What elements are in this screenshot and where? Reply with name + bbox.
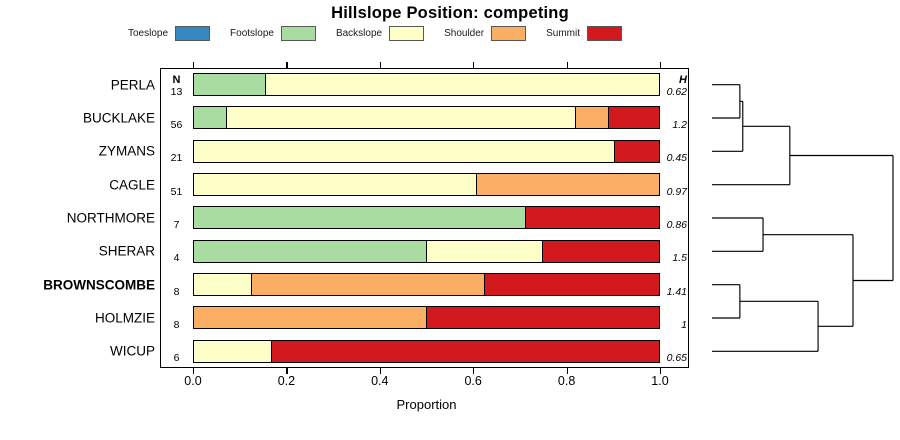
bar-segment-backslope	[194, 340, 272, 362]
bar-row-northmore	[193, 206, 660, 230]
x-tick-label: 0.2	[277, 374, 296, 388]
x-tick-top	[193, 62, 195, 68]
shoulder-swatch	[491, 26, 527, 41]
bar-row-bucklake	[193, 106, 660, 130]
legend-label: Shoulder	[444, 28, 485, 39]
h-value: 0.97	[666, 185, 687, 198]
bar-row-perla	[193, 73, 660, 96]
n-value: 56	[170, 118, 183, 131]
x-tick-label: 0.4	[371, 374, 389, 388]
bar-segment-summit	[484, 273, 659, 295]
bar-row-wicup	[193, 339, 660, 363]
x-tick-top	[286, 62, 288, 68]
n-value: 21	[170, 152, 183, 165]
n-value: 4	[173, 252, 180, 265]
footslope-swatch	[280, 26, 316, 41]
h-column-header: H	[679, 74, 687, 86]
n-value: 6	[173, 352, 180, 365]
summit-swatch	[587, 26, 623, 41]
legend-entry: Toeslope	[128, 26, 211, 41]
legend-label: Footslope	[230, 28, 274, 39]
legend-entry: Summit	[546, 26, 623, 41]
h-value: 0.62	[666, 85, 687, 98]
bar-segment-summit	[542, 240, 659, 262]
x-tick-bottom	[286, 368, 288, 374]
bar-segment-shoulder	[476, 173, 659, 195]
legend-entry: Footslope	[230, 26, 316, 41]
bar-segment-summit	[526, 207, 659, 229]
n-value: 13	[170, 85, 183, 98]
legend-label: Summit	[546, 28, 581, 39]
bar-segment-summit	[614, 140, 659, 162]
legend-entry: Shoulder	[444, 26, 527, 41]
bar-row-brownscombe	[193, 272, 660, 296]
bar-segment-backslope	[227, 107, 576, 129]
x-tick-bottom	[193, 368, 195, 374]
x-tick-top	[566, 62, 568, 68]
h-value: 1.2	[672, 118, 687, 131]
bar-segment-summit	[271, 340, 659, 362]
bar-segment-footslope	[194, 107, 227, 129]
bar-segment-footslope	[194, 240, 427, 262]
x-axis-title: Proportion	[396, 397, 457, 412]
h-value: 1.5	[672, 252, 687, 265]
toeslope-swatch	[175, 26, 211, 41]
category-label-holmzie: HOLMZIE	[94, 310, 155, 326]
n-value: 8	[173, 285, 180, 298]
category-label-zymans: ZYMANS	[98, 143, 155, 159]
backslope-swatch	[389, 26, 425, 41]
n-value: 51	[170, 185, 183, 198]
category-label-brownscombe: BROWNSCOMBE	[43, 277, 155, 293]
x-tick-top	[473, 62, 475, 68]
h-value: 1.41	[666, 285, 687, 298]
x-tick-top	[379, 62, 381, 68]
bar-row-zymans	[193, 139, 660, 163]
bar-segment-backslope	[426, 240, 543, 262]
x-tick-bottom	[660, 368, 662, 374]
x-tick-label: 0.0	[184, 374, 202, 388]
x-tick-bottom	[566, 368, 568, 374]
n-column-header: N	[172, 74, 181, 86]
bar-segment-summit	[608, 107, 659, 129]
category-label-perla: PERLA	[110, 77, 155, 93]
category-label-sherar: SHERAR	[98, 243, 155, 259]
legend-entry: Backslope	[335, 26, 425, 41]
bar-segment-backslope	[265, 74, 659, 95]
x-tick-label: 0.6	[464, 374, 482, 388]
h-value: 0.65	[666, 352, 687, 365]
bar-segment-footslope	[194, 74, 266, 95]
n-value: 7	[173, 218, 180, 231]
bar-segment-shoulder	[575, 107, 609, 129]
h-value: 0.45	[666, 152, 687, 165]
x-tick-bottom	[473, 368, 475, 374]
legend-label: Toeslope	[128, 28, 169, 39]
chart-title: Hillslope Position: competing	[331, 4, 569, 22]
n-value: 8	[173, 318, 180, 331]
bar-segment-footslope	[194, 207, 526, 229]
bar-row-sherar	[193, 239, 660, 263]
bar-segment-summit	[426, 307, 659, 329]
bar-row-cagle	[193, 172, 660, 196]
x-tick-label: 1.0	[651, 374, 669, 388]
h-value: 1	[681, 318, 687, 331]
x-tick-top	[660, 62, 662, 68]
legend: Toeslope Footslope Backslope Shoulder Summit	[128, 26, 623, 41]
legend-label: Backslope	[335, 28, 383, 39]
x-tick-bottom	[379, 368, 381, 374]
bar-segment-backslope	[194, 273, 253, 295]
bar-segment-backslope	[194, 173, 477, 195]
category-label-wicup: WICUP	[110, 343, 155, 359]
category-label-northmore: NORTHMORE	[66, 210, 155, 226]
category-label-bucklake: BUCKLAKE	[82, 110, 155, 126]
bar-row-holmzie	[193, 306, 660, 330]
bar-segment-backslope	[194, 140, 615, 162]
x-tick-label: 0.8	[557, 374, 576, 388]
bar-segment-shoulder	[194, 307, 427, 329]
bar-segment-shoulder	[252, 273, 485, 295]
h-value: 0.86	[666, 218, 687, 231]
category-label-cagle: CAGLE	[109, 177, 155, 193]
